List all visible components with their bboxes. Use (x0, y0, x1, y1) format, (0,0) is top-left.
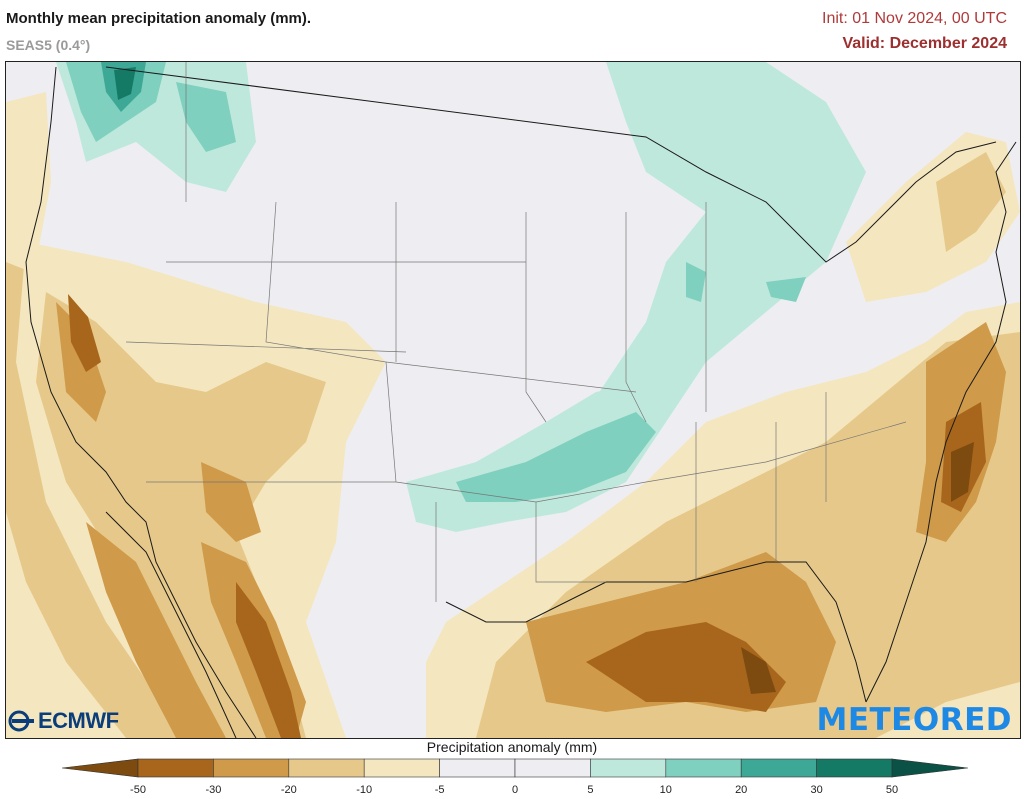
anomaly-dry-northeast-mid (936, 152, 1006, 252)
colorbar-segment (665, 758, 742, 778)
init-time: Init: 01 Nov 2024, 00 UTC (822, 10, 1007, 27)
anomaly-dry-gulf-heavy (586, 622, 786, 712)
state-borders (125, 62, 907, 602)
coastlines (25, 66, 1017, 738)
colorbar-tick-label: -10 (356, 784, 373, 796)
anomaly-dry-baja (86, 522, 226, 738)
anomaly-dry-pacific-mid (6, 262, 266, 738)
colorbar-segment (137, 758, 214, 778)
colorbar-segment (439, 758, 516, 778)
ecmwf-logo: ECMWF (8, 708, 119, 734)
ecmwf-logo-text: ECMWF (38, 708, 119, 733)
colorbar-tick-label: 50 (885, 784, 899, 796)
colorbar-segment (740, 758, 817, 778)
colorbar-tick-label: 20 (735, 784, 748, 796)
colorbar-extend-high (891, 758, 968, 778)
colorbar-label: Precipitation anomaly (mm) (426, 739, 598, 755)
colorbar-segment (816, 758, 893, 778)
map-canvas (6, 62, 1020, 738)
colorbar-tick-label: -20 (280, 784, 297, 796)
anomaly-dry-gulf-extreme (741, 647, 776, 694)
colorbar-tick-label: 5 (587, 784, 594, 796)
meteored-logo: METEORED (816, 702, 1012, 738)
anomaly-wet-plains-mid (456, 412, 656, 502)
anomaly-wet-northwest-heavy (114, 67, 136, 100)
ecmwf-mark-icon (8, 710, 34, 732)
precipitation-anomaly-map (5, 61, 1021, 739)
model-subtitle: SEAS5 (0.4°) (6, 37, 91, 53)
colorbar-tick-label: 10 (659, 784, 672, 796)
anomaly-dry-southwest-heavy (68, 294, 301, 738)
colorbar (62, 758, 968, 778)
colorbar-segment (590, 758, 667, 778)
anomaly-wet-lakes-mid (686, 262, 806, 302)
colorbar-segment (288, 758, 365, 778)
colorbar-tick-label: -50 (130, 784, 146, 796)
colorbar-tick-label: -5 (434, 784, 445, 796)
map-title: Monthly mean precipitation anomaly (mm). (6, 10, 312, 27)
colorbar-segment (363, 758, 440, 778)
colorbar-tick-label: -30 (205, 784, 222, 796)
anomaly-dry-atlantic-extreme (951, 442, 974, 502)
colorbar-tick-label: 0 (511, 784, 519, 796)
colorbar-segment (514, 758, 591, 778)
colorbar-extend-low (62, 758, 139, 778)
colorbar-segment (213, 758, 290, 778)
anomaly-wet-great-lakes (566, 62, 866, 482)
colorbar-tick-label: 30 (810, 784, 823, 796)
valid-period: Valid: December 2024 (842, 35, 1007, 52)
